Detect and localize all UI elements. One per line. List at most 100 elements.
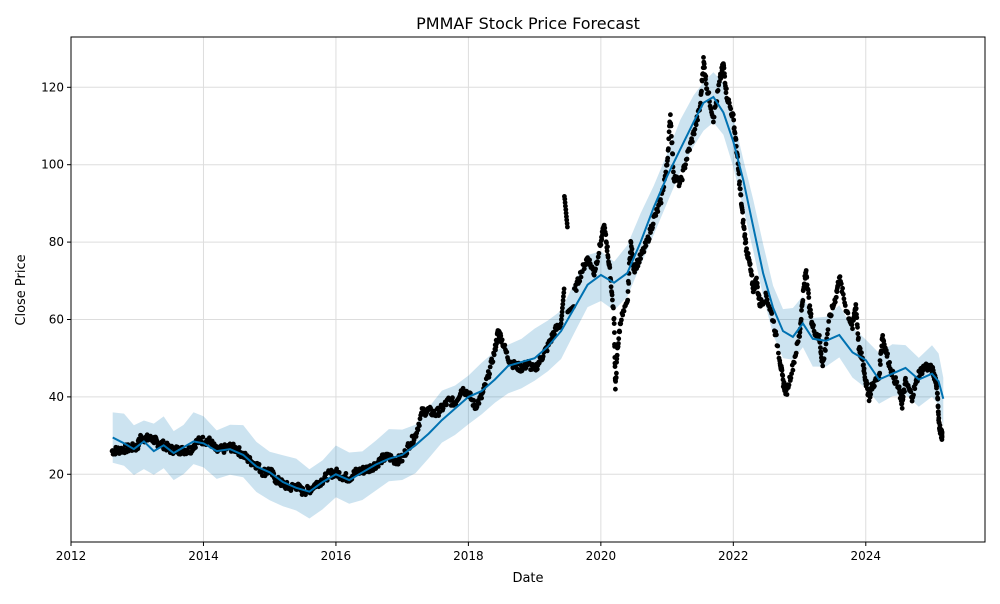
observed-point bbox=[502, 342, 508, 348]
observed-point bbox=[872, 383, 877, 389]
observed-point bbox=[899, 405, 905, 411]
observed-point bbox=[845, 310, 851, 316]
observed-point bbox=[560, 298, 566, 303]
observed-point bbox=[612, 364, 618, 369]
observed-point bbox=[504, 349, 510, 355]
observed-point bbox=[560, 305, 565, 311]
observed-point bbox=[559, 313, 565, 319]
x-tick-label: 2020 bbox=[586, 549, 617, 563]
observed-point bbox=[626, 281, 632, 286]
observed-point bbox=[857, 346, 863, 351]
observed-point bbox=[806, 290, 811, 296]
observed-point bbox=[823, 341, 829, 347]
observed-point bbox=[795, 339, 801, 344]
observed-point bbox=[684, 156, 690, 162]
observed-point bbox=[604, 240, 609, 246]
observed-point bbox=[793, 350, 799, 356]
observed-point bbox=[479, 395, 484, 401]
observed-point bbox=[621, 308, 627, 314]
observed-point bbox=[808, 307, 813, 313]
observed-point bbox=[908, 389, 914, 395]
observed-point bbox=[562, 196, 568, 202]
observed-point bbox=[671, 169, 676, 175]
observed-point bbox=[800, 298, 806, 303]
observed-point bbox=[781, 379, 787, 385]
observed-point bbox=[701, 55, 706, 60]
observed-point bbox=[823, 348, 828, 353]
observed-point bbox=[807, 303, 813, 309]
observed-point bbox=[701, 61, 707, 67]
observed-point bbox=[450, 395, 455, 401]
observed-point bbox=[775, 343, 781, 349]
observed-point bbox=[861, 362, 866, 368]
observed-point bbox=[828, 313, 834, 318]
observed-point bbox=[620, 312, 626, 318]
observed-point bbox=[854, 315, 860, 321]
observed-point bbox=[610, 297, 615, 303]
observed-point bbox=[885, 351, 890, 357]
observed-point bbox=[799, 307, 804, 313]
observed-point bbox=[130, 441, 136, 446]
observed-point bbox=[726, 100, 732, 106]
observed-point bbox=[798, 316, 804, 322]
observed-point bbox=[638, 256, 643, 262]
observed-point bbox=[670, 151, 676, 157]
x-tick-label: 2012 bbox=[56, 549, 87, 563]
observed-point bbox=[564, 217, 570, 223]
observed-point bbox=[561, 294, 566, 299]
observed-point bbox=[562, 200, 568, 206]
observed-point bbox=[669, 133, 674, 139]
observed-point bbox=[619, 317, 624, 323]
observed-point bbox=[679, 177, 685, 183]
observed-point bbox=[625, 297, 631, 303]
observed-point bbox=[578, 274, 584, 280]
observed-point bbox=[636, 260, 642, 265]
observed-point bbox=[343, 471, 349, 476]
observed-point bbox=[200, 434, 206, 440]
observed-point bbox=[613, 375, 619, 380]
observed-point bbox=[747, 261, 753, 267]
observed-point bbox=[563, 210, 569, 216]
observed-point bbox=[605, 244, 610, 250]
x-axis-label: Date bbox=[512, 571, 543, 586]
observed-point bbox=[591, 272, 597, 278]
x-tick-label: 2014 bbox=[188, 549, 219, 563]
observed-point bbox=[818, 345, 823, 351]
observed-point bbox=[912, 386, 918, 392]
observed-point bbox=[668, 112, 673, 118]
observed-point bbox=[573, 288, 579, 293]
observed-point bbox=[487, 364, 493, 370]
observed-point bbox=[935, 396, 941, 402]
observed-point bbox=[877, 358, 883, 363]
observed-point bbox=[808, 311, 814, 317]
observed-point bbox=[866, 398, 872, 404]
observed-point bbox=[853, 302, 859, 307]
observed-point bbox=[490, 359, 496, 365]
observed-point bbox=[731, 125, 737, 131]
observed-point bbox=[939, 430, 945, 435]
plot-frame bbox=[70, 36, 986, 543]
observed-point bbox=[864, 381, 870, 386]
y-tick-label: 80 bbox=[49, 235, 64, 249]
observed-point bbox=[764, 293, 769, 299]
observed-point bbox=[817, 339, 823, 345]
observed-point bbox=[646, 236, 652, 242]
observed-point bbox=[650, 225, 655, 231]
observed-point bbox=[658, 200, 664, 206]
observed-point bbox=[540, 354, 546, 359]
observed-point bbox=[560, 301, 566, 307]
observed-point bbox=[607, 265, 613, 270]
observed-point bbox=[695, 117, 700, 123]
observed-point bbox=[732, 130, 738, 136]
observed-point bbox=[641, 249, 647, 255]
observed-point bbox=[903, 375, 908, 381]
observed-point bbox=[811, 322, 816, 328]
observed-point bbox=[902, 389, 907, 394]
x-tick-label: 2018 bbox=[453, 549, 484, 563]
observed-point bbox=[841, 296, 847, 302]
observed-point bbox=[877, 370, 883, 376]
observed-point bbox=[936, 412, 941, 417]
observed-point bbox=[193, 445, 198, 450]
observed-point bbox=[336, 470, 342, 475]
